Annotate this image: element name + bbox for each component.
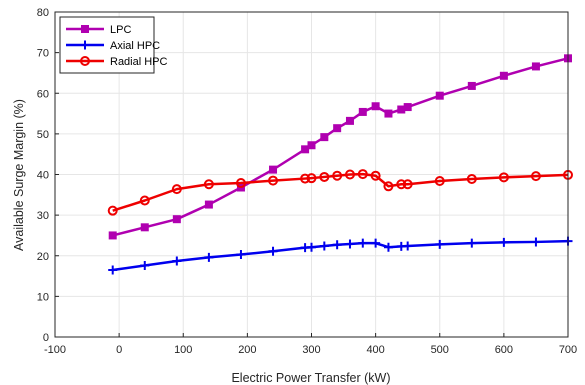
x-tick-label: 0 bbox=[116, 344, 122, 356]
y-tick-label: 30 bbox=[37, 210, 49, 222]
y-axis-label: Available Surge Margin (%) bbox=[12, 99, 26, 251]
y-tick-label: 70 bbox=[37, 48, 49, 60]
data-point-lpc bbox=[500, 72, 507, 79]
y-tick-label: 60 bbox=[37, 88, 49, 100]
data-point-lpc bbox=[270, 166, 277, 173]
y-tick-label: 50 bbox=[37, 129, 49, 141]
data-point-lpc bbox=[321, 134, 328, 141]
data-point-lpc bbox=[109, 232, 116, 239]
legend-label-axial-hpc: Axial HPC bbox=[110, 40, 160, 52]
data-point-lpc bbox=[141, 224, 148, 231]
data-point-lpc bbox=[372, 103, 379, 110]
x-axis-label: Electric Power Transfer (kW) bbox=[231, 371, 390, 385]
data-point-lpc bbox=[346, 117, 353, 124]
y-tick-label: 0 bbox=[43, 332, 49, 344]
x-tick-label: 100 bbox=[174, 344, 192, 356]
y-tick-label: 80 bbox=[37, 7, 49, 19]
data-point-lpc bbox=[173, 216, 180, 223]
data-point-lpc bbox=[385, 110, 392, 117]
x-tick-label: 700 bbox=[559, 344, 577, 356]
data-point-lpc bbox=[404, 104, 411, 111]
x-tick-label: -100 bbox=[44, 344, 66, 356]
legend-label-radial-hpc: Radial HPC bbox=[110, 56, 168, 68]
data-point-lpc bbox=[532, 63, 539, 70]
y-tick-label: 40 bbox=[37, 170, 49, 182]
data-point-lpc bbox=[468, 82, 475, 89]
legend-label-lpc: LPC bbox=[110, 24, 131, 36]
x-tick-label: 300 bbox=[302, 344, 320, 356]
data-point-lpc bbox=[436, 92, 443, 99]
x-tick-label: 400 bbox=[366, 344, 384, 356]
data-point-lpc bbox=[334, 125, 341, 132]
legend: LPC Axial HPC Radial HPC bbox=[60, 17, 168, 73]
data-point-lpc bbox=[308, 142, 315, 149]
y-tick-label: 20 bbox=[37, 251, 49, 263]
data-point-lpc bbox=[205, 201, 212, 208]
y-tick-label: 10 bbox=[37, 291, 49, 303]
x-tick-label: 500 bbox=[431, 344, 449, 356]
data-point-lpc bbox=[359, 108, 366, 115]
x-tick-label: 200 bbox=[238, 344, 256, 356]
legend-marker-lpc bbox=[82, 26, 89, 33]
x-tick-label: 600 bbox=[495, 344, 513, 356]
